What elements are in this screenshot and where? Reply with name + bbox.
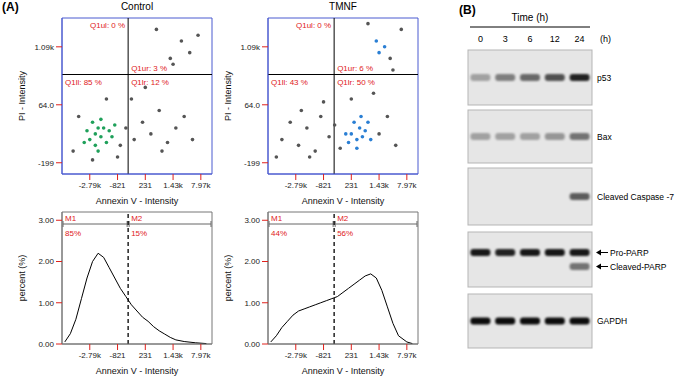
svg-text:6: 6 [527,34,532,44]
svg-text:64.0: 64.0 [38,101,54,110]
svg-text:231: 231 [345,351,359,360]
html-text:(A): (A) [2,0,19,14]
svg-text:M1: M1 [65,214,77,223]
svg-text:-199: -199 [38,159,55,168]
svg-text:-2.79k: -2.79k [285,181,308,190]
svg-text:3: 3 [503,34,508,44]
svg-text:-2.79k: -2.79k [285,351,308,360]
svg-text:0.00: 0.00 [38,340,54,349]
svg-text:7.97k: 7.97k [397,351,418,360]
svg-text:-199: -199 [244,159,261,168]
svg-text:-821: -821 [110,351,127,360]
svg-text:7.97k: 7.97k [397,181,418,190]
svg-text:0: 0 [478,34,483,44]
svg-text:Q1ur: 6 %: Q1ur: 6 % [337,64,373,73]
svg-text:24: 24 [575,34,585,44]
svg-text:(h): (h) [600,34,611,44]
svg-text:-2.79k: -2.79k [79,181,102,190]
svg-text:Annexin V - Intensity: Annexin V - Intensity [96,196,179,206]
svg-text:p53: p53 [597,73,611,83]
svg-text:PI - Intensity: PI - Intensity [224,70,233,121]
svg-text:M2: M2 [337,214,349,223]
svg-text:Annexin V - Intensity: Annexin V - Intensity [302,366,385,376]
html-text:TMNF: TMNF [329,1,357,12]
svg-text:Q1lr: 50 %: Q1lr: 50 % [337,78,375,87]
svg-text:64.0: 64.0 [244,101,260,110]
svg-text:15%: 15% [131,229,147,238]
svg-text:(B): (B) [459,3,476,17]
svg-text:2.00: 2.00 [244,257,260,266]
svg-text:-2.79k: -2.79k [79,351,102,360]
svg-text:Q1ul: 0 %: Q1ul: 0 % [90,21,125,30]
svg-text:percent (%): percent (%) [18,255,27,302]
svg-text:1.43k: 1.43k [163,351,184,360]
svg-text:0.00: 0.00 [244,340,260,349]
svg-text:Pro-PARP: Pro-PARP [610,248,649,258]
html-text:Control: Control [120,1,154,12]
svg-text:Q1ll: 85 %: Q1ll: 85 % [65,78,102,87]
svg-text:231: 231 [345,181,359,190]
svg-text:7.97k: 7.97k [191,351,212,360]
svg-text:Q1ul: 0 %: Q1ul: 0 % [296,21,331,30]
svg-text:12: 12 [550,34,560,44]
svg-text:56%: 56% [337,229,353,238]
svg-text:Q1lr: 12 %: Q1lr: 12 % [131,78,169,87]
svg-text:Cleaved Caspase -7: Cleaved Caspase -7 [597,192,674,202]
svg-text:7.97k: 7.97k [191,181,212,190]
svg-text:231: 231 [139,351,153,360]
svg-text:Cleaved-PARP: Cleaved-PARP [610,262,667,272]
svg-text:Q1ll: 43 %: Q1ll: 43 % [271,78,308,87]
svg-text:PI - Intensity: PI - Intensity [18,70,27,121]
svg-text:Annexin V - Intensity: Annexin V - Intensity [302,196,385,206]
svg-text:-821: -821 [316,351,333,360]
svg-text:GAPDH: GAPDH [597,316,627,326]
svg-text:44%: 44% [271,229,287,238]
svg-text:1.43k: 1.43k [369,181,390,190]
svg-text:1.09k: 1.09k [34,43,55,52]
svg-text:3.00: 3.00 [38,216,54,225]
svg-text:85%: 85% [65,229,81,238]
svg-text:1.43k: 1.43k [369,351,390,360]
svg-text:231: 231 [139,181,153,190]
svg-text:-821: -821 [316,181,333,190]
svg-text:M1: M1 [271,214,283,223]
svg-text:Time (h): Time (h) [512,12,549,23]
svg-text:1.00: 1.00 [244,299,260,308]
svg-text:1.43k: 1.43k [163,181,184,190]
svg-text:Annexin V - Intensity: Annexin V - Intensity [96,366,179,376]
svg-text:M2: M2 [131,214,143,223]
svg-text:Q1ur: 3 %: Q1ur: 3 % [131,64,167,73]
svg-text:1.00: 1.00 [38,299,54,308]
svg-text:2.00: 2.00 [38,257,54,266]
svg-text:percent (%): percent (%) [224,255,233,302]
svg-text:-821: -821 [110,181,127,190]
svg-text:3.00: 3.00 [244,216,260,225]
svg-text:1.09k: 1.09k [240,43,261,52]
svg-text:Bax: Bax [597,132,612,142]
